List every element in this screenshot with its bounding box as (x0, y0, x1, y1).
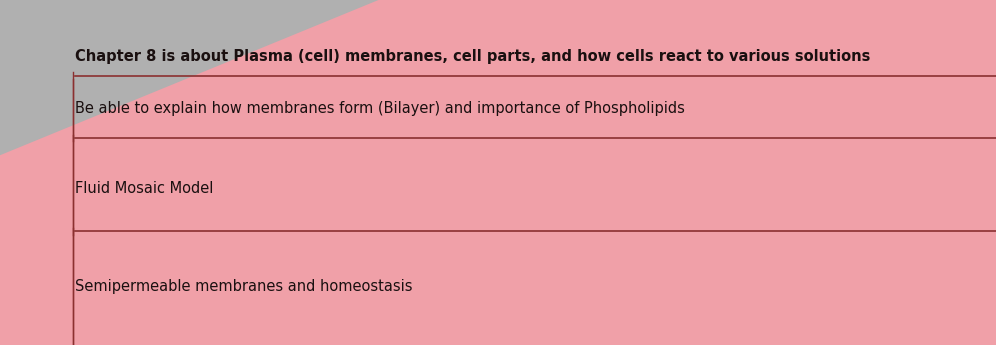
Text: Fluid Mosaic Model: Fluid Mosaic Model (75, 180, 213, 196)
Text: Chapter 8 is about Plasma (cell) membranes, cell parts, and how cells react to v: Chapter 8 is about Plasma (cell) membran… (75, 49, 871, 65)
Text: Semipermeable membranes and homeostasis: Semipermeable membranes and homeostasis (75, 279, 412, 294)
Text: Be able to explain how membranes form (Bilayer) and importance of Phospholipids: Be able to explain how membranes form (B… (75, 101, 684, 116)
